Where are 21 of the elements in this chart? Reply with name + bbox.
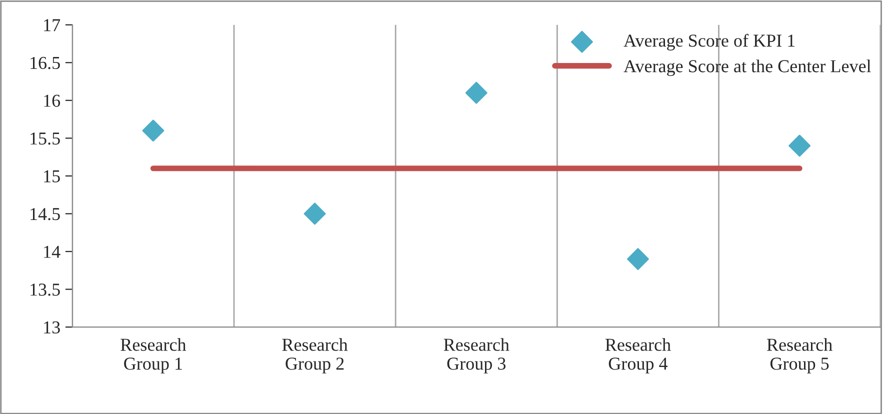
y-tick-label: 16 bbox=[44, 94, 60, 107]
point bbox=[142, 120, 164, 142]
y-tick-label: 16.5 bbox=[30, 56, 60, 70]
x-tick-label: Research Group 1 bbox=[120, 338, 186, 374]
y-tick-label: 17 bbox=[44, 19, 60, 32]
y-tick-label: 15.5 bbox=[30, 132, 60, 145]
x-tick-label: Research Group 3 bbox=[444, 338, 510, 374]
y-tick-label: 13.5 bbox=[30, 284, 60, 296]
point bbox=[788, 134, 811, 157]
legend-label: Average Score at the Center Level bbox=[624, 60, 871, 76]
point bbox=[465, 82, 488, 104]
legend-label: Average Score of KPI 1 bbox=[624, 34, 795, 50]
x-tick-label: Research Group 5 bbox=[766, 338, 832, 374]
point bbox=[304, 202, 326, 225]
x-tick-label: Research Group 2 bbox=[282, 338, 348, 374]
x-tick-label: Research Group 4 bbox=[605, 338, 671, 374]
y-tick-label: 13 bbox=[44, 321, 60, 334]
point bbox=[626, 248, 649, 270]
y-tick-label: 14.5 bbox=[30, 208, 60, 220]
y-tick-label: 14 bbox=[44, 246, 60, 258]
y-tick-label: 15 bbox=[44, 170, 60, 182]
